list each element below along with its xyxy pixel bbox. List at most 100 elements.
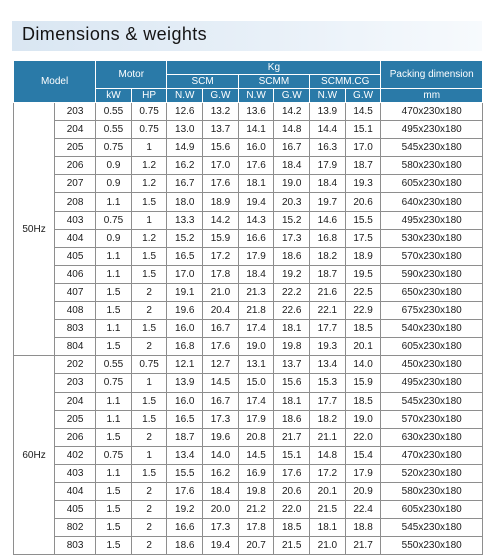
hp-cell: 1 bbox=[130, 373, 168, 393]
model-cell: 407 bbox=[54, 282, 97, 303]
scmmcg-gw-cell: 14.5 bbox=[344, 101, 382, 122]
scm-nw-cell: 19.2 bbox=[166, 500, 204, 520]
scmm-gw-cell: 16.7 bbox=[273, 138, 311, 158]
scmm-nw-cell: 14.5 bbox=[237, 445, 275, 465]
scmmcg-nw-cell: 13.4 bbox=[309, 355, 346, 375]
model-cell: 205 bbox=[54, 138, 97, 158]
table-row: 802 1.5 2 16.6 17.3 17.8 18.5 18.1 18.8 545x230x1… bbox=[14, 518, 483, 538]
table-row: 206 1.5 2 18.7 19.6 20.8 21.7 21.1 22.0 630x230x1… bbox=[14, 427, 483, 447]
table-row: 205 1.1 1.5 16.5 17.3 17.9 18.6 18.2 19.0 570x230… bbox=[14, 409, 483, 429]
scmm-gw-cell: 18.5 bbox=[273, 518, 311, 538]
packing-cell: 530x230x180 bbox=[380, 228, 483, 248]
kw-cell: 1.1 bbox=[95, 463, 132, 483]
scm-nw-cell: 16.5 bbox=[166, 409, 204, 429]
header-scmm: SCMM bbox=[237, 74, 311, 89]
packing-cell: 550x230x180 bbox=[380, 536, 483, 555]
scm-gw-cell: 15.6 bbox=[202, 138, 239, 158]
scm-nw-cell: 16.0 bbox=[166, 319, 204, 339]
scmm-gw-cell: 15.1 bbox=[273, 445, 311, 465]
hp-cell: 1.5 bbox=[130, 192, 168, 212]
table-row: 205 0.75 1 14.9 15.6 16.0 16.7 16.3 17.0 545x230x… bbox=[14, 138, 483, 158]
kw-cell: 1.1 bbox=[95, 192, 132, 212]
scmmcg-gw-cell: 19.0 bbox=[344, 409, 382, 429]
scm-nw-cell: 18.6 bbox=[166, 536, 204, 555]
packing-cell: 605x230x180 bbox=[380, 174, 483, 194]
model-cell: 204 bbox=[54, 120, 97, 140]
scmmcg-nw-cell: 17.7 bbox=[309, 319, 346, 339]
kw-cell: 0.55 bbox=[95, 355, 132, 375]
scm-nw-cell: 14.9 bbox=[166, 138, 204, 158]
scmmcg-nw-cell: 18.2 bbox=[309, 246, 346, 266]
scmmcg-gw-cell: 14.0 bbox=[344, 355, 382, 375]
scmmcg-gw-cell: 15.4 bbox=[344, 445, 382, 465]
scmm-nw-cell: 21.3 bbox=[237, 282, 275, 303]
header-scm-nw: N.W bbox=[166, 88, 204, 103]
kw-cell: 1.1 bbox=[95, 264, 132, 284]
scmmcg-gw-cell: 20.1 bbox=[344, 337, 382, 357]
scmmcg-nw-cell: 19.7 bbox=[309, 192, 346, 212]
kw-cell: 1.1 bbox=[95, 391, 132, 411]
scmm-gw-cell: 15.6 bbox=[273, 373, 311, 393]
scm-gw-cell: 13.2 bbox=[202, 101, 239, 122]
header-scmmcg-nw: N.W bbox=[309, 88, 346, 103]
table-row: 407 1.5 2 19.1 21.0 21.3 22.2 21.6 22.5 650x230x1… bbox=[14, 282, 483, 303]
table-row: 408 1.5 2 19.6 20.4 21.8 22.6 22.1 22.9 675x230x1… bbox=[14, 301, 483, 321]
scmmcg-gw-cell: 15.9 bbox=[344, 373, 382, 393]
scmm-nw-cell: 14.1 bbox=[237, 120, 275, 140]
frequency-label: 60Hz bbox=[12, 355, 56, 555]
scm-gw-cell: 16.7 bbox=[202, 391, 239, 411]
table-row: 206 0.9 1.2 16.2 17.0 17.6 18.4 17.9 18.7 580x230… bbox=[14, 156, 483, 176]
header-packing-dimension: Packing dimension bbox=[380, 60, 483, 89]
scm-gw-cell: 19.4 bbox=[202, 536, 239, 555]
packing-cell: 630x230x180 bbox=[380, 427, 483, 447]
table-row: 803 1.5 2 18.6 19.4 20.7 21.5 21.0 21.7 550x230x1… bbox=[14, 536, 483, 555]
scmmcg-nw-cell: 18.2 bbox=[309, 409, 346, 429]
scm-nw-cell: 15.2 bbox=[166, 228, 204, 248]
packing-cell: 470x230x180 bbox=[380, 445, 483, 465]
scmm-nw-cell: 19.8 bbox=[237, 481, 275, 502]
model-cell: 405 bbox=[54, 500, 97, 520]
scmmcg-nw-cell: 14.8 bbox=[309, 445, 346, 465]
scm-gw-cell: 15.9 bbox=[202, 228, 239, 248]
scmmcg-nw-cell: 21.6 bbox=[309, 282, 346, 303]
scmmcg-nw-cell: 13.9 bbox=[309, 101, 346, 122]
header-scmmcg: SCMM.CG bbox=[309, 74, 382, 89]
scmm-nw-cell: 17.4 bbox=[237, 391, 275, 411]
header-scmm-gw: G.W bbox=[273, 88, 311, 103]
hp-cell: 1.5 bbox=[130, 409, 168, 429]
table-row: 207 0.9 1.2 16.7 17.6 18.1 19.0 18.4 19.3 605x230… bbox=[14, 174, 483, 194]
model-cell: 803 bbox=[54, 319, 97, 339]
hp-cell: 0.75 bbox=[130, 120, 168, 140]
scm-nw-cell: 18.0 bbox=[166, 192, 204, 212]
scmmcg-nw-cell: 14.4 bbox=[309, 120, 346, 140]
scmmcg-gw-cell: 22.4 bbox=[344, 500, 382, 520]
packing-cell: 495x230x180 bbox=[380, 120, 483, 140]
model-cell: 204 bbox=[54, 391, 97, 411]
model-cell: 207 bbox=[54, 174, 97, 194]
hp-cell: 1.5 bbox=[130, 391, 168, 411]
scm-nw-cell: 12.6 bbox=[166, 101, 204, 122]
scm-gw-cell: 16.7 bbox=[202, 319, 239, 339]
kw-cell: 1.5 bbox=[95, 481, 132, 502]
scm-gw-cell: 13.7 bbox=[202, 120, 239, 140]
scmmcg-gw-cell: 22.5 bbox=[344, 282, 382, 303]
scm-gw-cell: 20.4 bbox=[202, 301, 239, 321]
packing-cell: 520x230x180 bbox=[380, 463, 483, 483]
scmm-nw-cell: 20.7 bbox=[237, 536, 275, 555]
kw-cell: 0.9 bbox=[95, 156, 132, 176]
hp-cell: 2 bbox=[130, 427, 168, 447]
scmmcg-gw-cell: 21.7 bbox=[344, 536, 382, 555]
hp-cell: 1 bbox=[130, 138, 168, 158]
scmm-nw-cell: 21.8 bbox=[237, 301, 275, 321]
scmmcg-nw-cell: 17.7 bbox=[309, 391, 346, 411]
scm-gw-cell: 14.2 bbox=[202, 210, 239, 230]
scmmcg-nw-cell: 16.3 bbox=[309, 138, 346, 158]
packing-cell: 545x230x180 bbox=[380, 391, 483, 411]
scmm-gw-cell: 22.0 bbox=[273, 500, 311, 520]
scmmcg-gw-cell: 19.5 bbox=[344, 264, 382, 284]
scmmcg-gw-cell: 17.0 bbox=[344, 138, 382, 158]
table-row: 406 1.1 1.5 17.0 17.8 18.4 19.2 18.7 19.5 590x230… bbox=[14, 264, 483, 284]
scm-gw-cell: 17.3 bbox=[202, 518, 239, 538]
scmmcg-nw-cell: 22.1 bbox=[309, 301, 346, 321]
model-cell: 404 bbox=[54, 228, 97, 248]
